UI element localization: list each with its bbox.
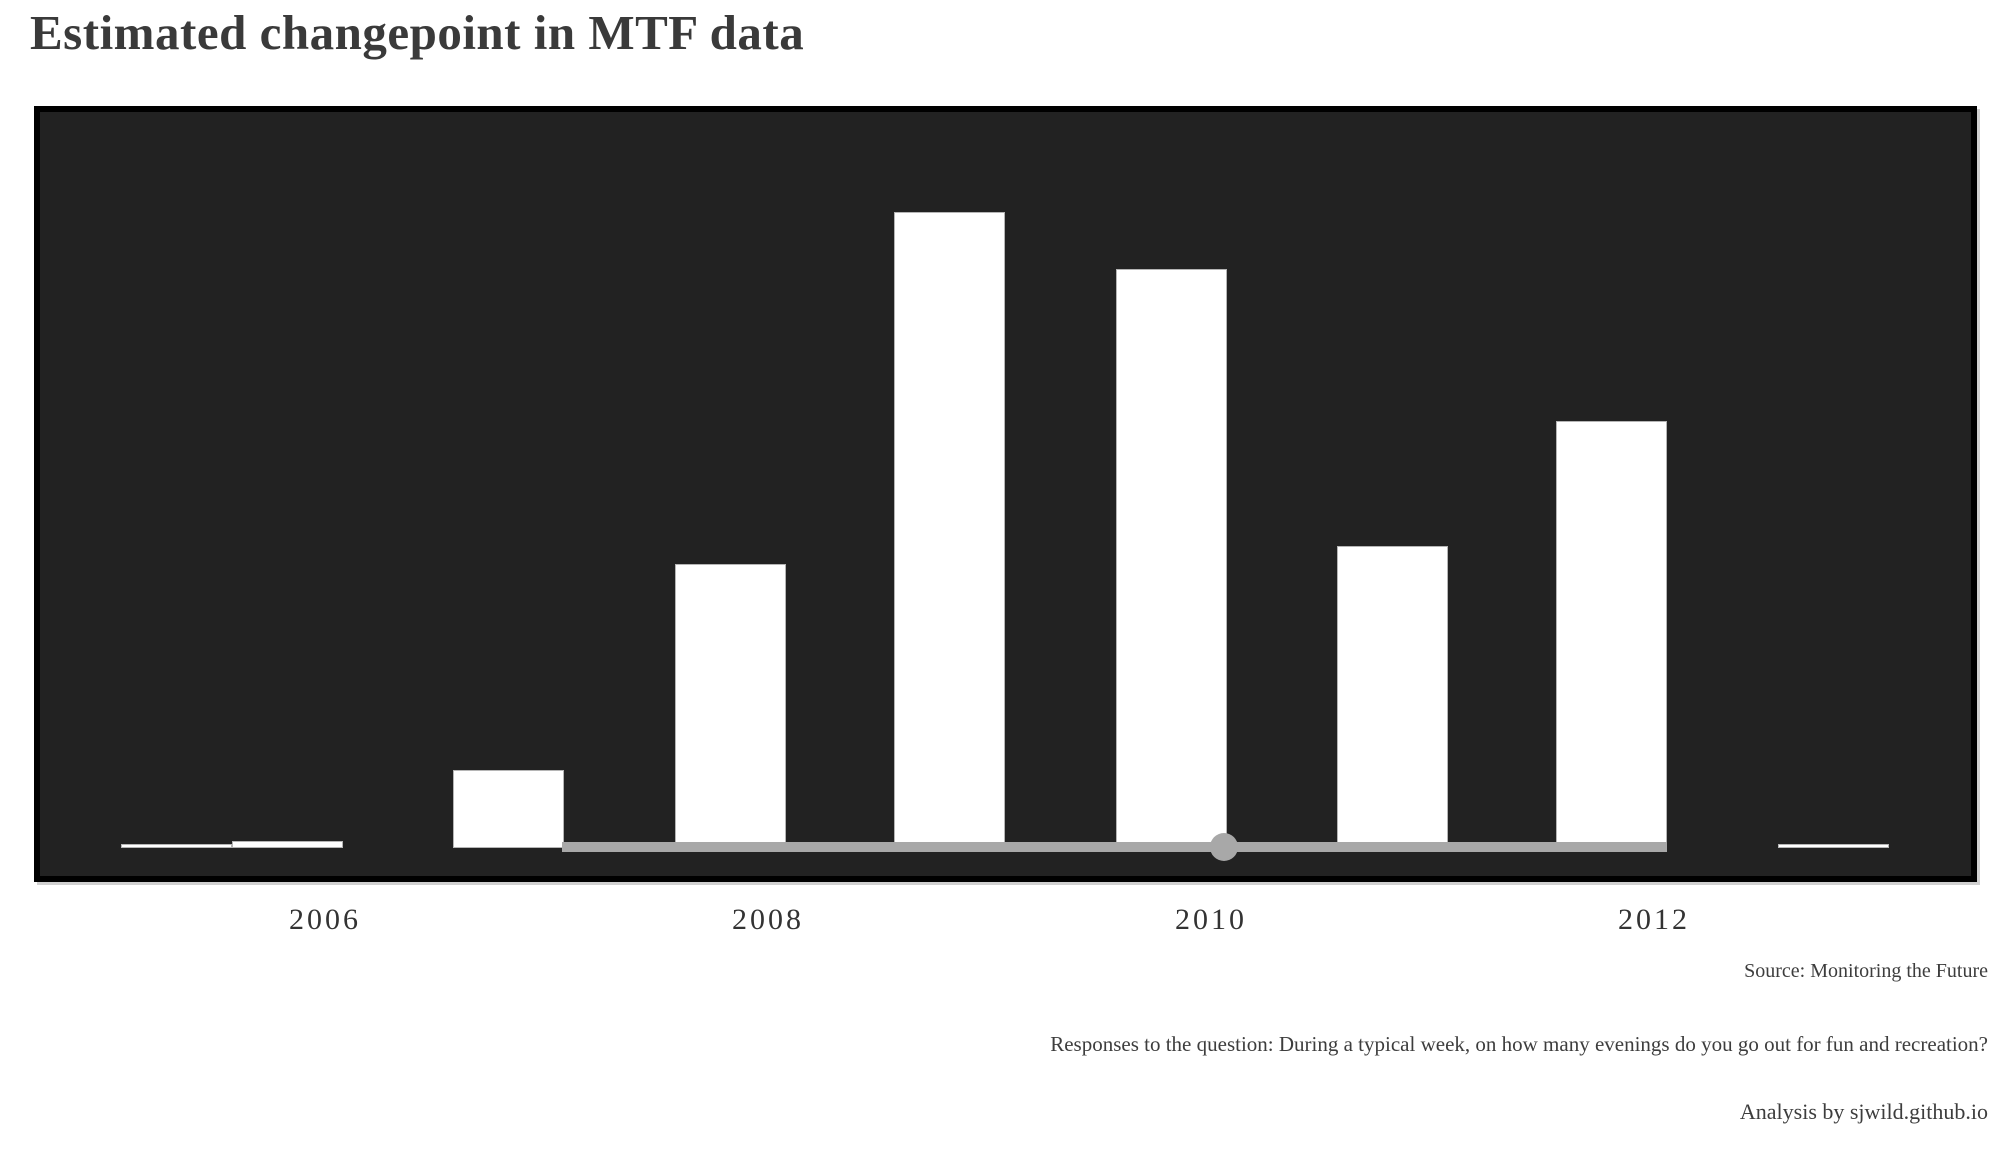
bar (121, 844, 233, 848)
x-tick-label: 2006 (289, 903, 361, 936)
bar (674, 564, 786, 848)
chart-title: Estimated changepoint in MTF data (30, 5, 805, 60)
bar (231, 841, 343, 848)
bars-layer (40, 112, 1971, 876)
changepoint-estimate-dot (1210, 833, 1239, 861)
plot-panel (34, 106, 1977, 882)
interval-layer (40, 112, 1971, 876)
x-tick-label: 2008 (732, 903, 804, 936)
question-caption: Responses to the question: During a typi… (1050, 1032, 1988, 1056)
bar (894, 212, 1006, 848)
credit-caption: Analysis by sjwild.github.io (1739, 1099, 1988, 1124)
x-tick-label: 2010 (1175, 903, 1247, 936)
bar (1115, 269, 1227, 848)
credible-interval-line (562, 842, 1668, 852)
bar (1777, 844, 1889, 848)
source-caption: Source: Monitoring the Future (1744, 960, 1988, 982)
x-tick-label: 2012 (1618, 903, 1690, 936)
bar (453, 770, 565, 848)
